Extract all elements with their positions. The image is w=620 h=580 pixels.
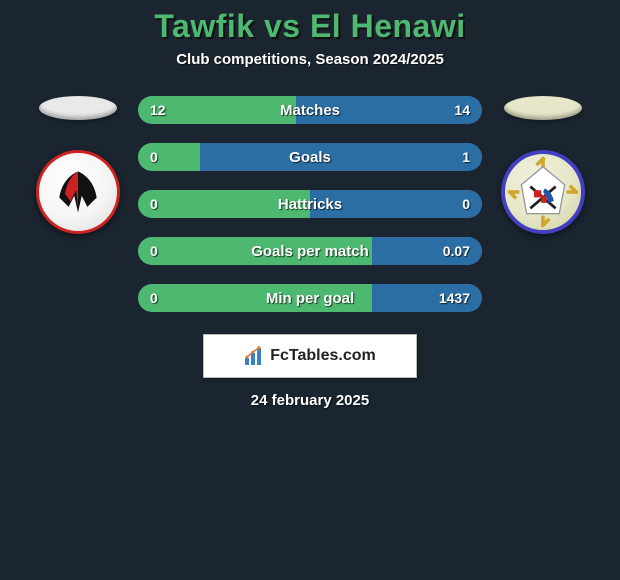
eagle-icon [50,164,106,220]
stat-label: Hattricks [278,196,342,213]
right-club-badge [501,150,585,234]
fctables-logo[interactable]: FcTables.com [203,334,417,378]
stat-row: 0 1 Goals [138,143,482,171]
stat-row: 12 14 Matches [138,96,482,124]
stat-bar-left [138,143,200,171]
stat-value-right: 0 [462,196,470,212]
stat-label: Min per goal [266,290,354,307]
stat-value-left: 12 [150,102,166,118]
right-player-oval [504,96,582,120]
stat-value-right: 0.07 [443,243,470,259]
comparison-widget: Tawfik vs El Henawi Club competitions, S… [0,0,620,409]
stat-label: Goals [289,149,331,166]
subtitle: Club competitions, Season 2024/2025 [0,51,620,68]
comparison-body: 12 14 Matches 0 1 Goals 0 0 Hattricks 0 0.07 Goals … [0,96,620,312]
left-player-column [35,96,120,234]
stat-value-left: 0 [150,243,158,259]
stat-value-right: 1 [462,149,470,165]
stat-value-right: 1437 [439,290,470,306]
left-club-badge [36,150,120,234]
right-player-column [500,96,585,234]
military-crest-icon [505,150,581,234]
logo-text: FcTables.com [270,347,376,365]
stat-row: 0 0.07 Goals per match [138,237,482,265]
stat-value-left: 0 [150,196,158,212]
stat-value-right: 14 [454,102,470,118]
left-player-oval [39,96,117,120]
page-title: Tawfik vs El Henawi [0,8,620,45]
stat-row: 0 1437 Min per goal [138,284,482,312]
stat-bar-right [200,143,482,171]
stat-value-left: 0 [150,290,158,306]
stat-value-left: 0 [150,149,158,165]
stat-label: Matches [280,102,340,119]
stat-label: Goals per match [251,243,369,260]
bar-chart-icon [244,346,266,366]
stat-row: 0 0 Hattricks [138,190,482,218]
stat-bars: 12 14 Matches 0 1 Goals 0 0 Hattricks 0 0.07 Goals … [138,96,482,312]
date-label: 24 february 2025 [0,392,620,409]
